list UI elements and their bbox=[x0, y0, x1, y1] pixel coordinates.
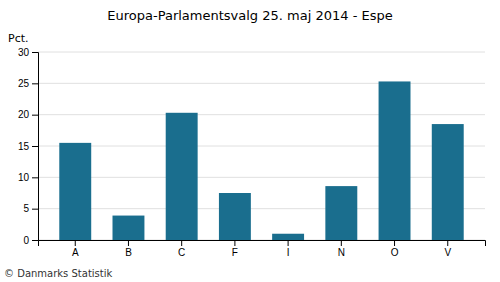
tick-label: V bbox=[444, 247, 451, 258]
tick: B bbox=[125, 240, 132, 258]
tick-mark bbox=[394, 240, 395, 246]
bar bbox=[113, 216, 145, 240]
tick: N bbox=[338, 240, 345, 258]
title: Europa-Parlamentsvalg 25. maj 2014 - Esp… bbox=[107, 8, 392, 23]
tick: 0 bbox=[23, 235, 38, 246]
bar bbox=[272, 234, 304, 240]
tick-mark bbox=[32, 115, 38, 116]
tick-label: 25 bbox=[18, 78, 30, 89]
tick: O bbox=[391, 240, 399, 258]
tick: 25 bbox=[18, 78, 38, 89]
tick: 15 bbox=[18, 141, 38, 152]
annotation: © Danmarks Statistik bbox=[4, 268, 113, 279]
bar bbox=[379, 81, 411, 240]
axis-line bbox=[32, 53, 39, 241]
tick-label: I bbox=[287, 247, 290, 258]
tick: I bbox=[287, 240, 290, 258]
tick-mark bbox=[341, 240, 342, 246]
tick: 10 bbox=[18, 172, 38, 183]
tick: 20 bbox=[18, 109, 38, 120]
grid-line bbox=[38, 177, 485, 178]
tick-mark bbox=[234, 240, 235, 246]
tick-label: F bbox=[232, 247, 238, 258]
tick-mark bbox=[32, 177, 38, 178]
chart: 0 5 10 15 20 25 30 A B C F I N O V Pct. Europa-Parlament… bbox=[0, 0, 500, 282]
tick-label: O bbox=[391, 247, 399, 258]
tick-label: 30 bbox=[18, 47, 30, 58]
tick-mark bbox=[447, 240, 448, 246]
bars bbox=[59, 81, 463, 240]
grid-line bbox=[38, 52, 485, 53]
tick-label: 5 bbox=[23, 203, 29, 214]
y-axis: 0 5 10 15 20 25 30 bbox=[18, 47, 39, 246]
tick-label: 20 bbox=[18, 109, 30, 120]
tick-mark bbox=[32, 240, 38, 241]
tick: 30 bbox=[18, 47, 38, 58]
x-axis: ABCFINOV bbox=[39, 240, 486, 258]
tick-mark bbox=[288, 240, 289, 246]
grid-line bbox=[38, 83, 485, 84]
bar bbox=[59, 143, 91, 240]
bar bbox=[325, 186, 357, 240]
grid-line bbox=[38, 114, 485, 115]
tick-mark bbox=[128, 240, 129, 246]
bar bbox=[432, 124, 464, 240]
tick-label: N bbox=[338, 247, 345, 258]
tick-label: 0 bbox=[23, 235, 29, 246]
tick-mark bbox=[32, 209, 38, 210]
grid-line bbox=[38, 146, 485, 147]
tick-label: 10 bbox=[18, 172, 30, 183]
bar bbox=[219, 193, 251, 240]
tick-mark bbox=[32, 52, 38, 53]
tick-mark bbox=[75, 240, 76, 246]
tick-mark bbox=[32, 146, 38, 147]
tick-label: B bbox=[125, 247, 132, 258]
y-label: Pct. bbox=[8, 32, 29, 45]
plot: 0 5 10 15 20 25 30 A B C F I N O V bbox=[18, 47, 486, 258]
tick: F bbox=[232, 240, 238, 258]
tick-mark bbox=[181, 240, 182, 246]
tick-label: A bbox=[72, 247, 79, 258]
tick-label: 15 bbox=[18, 141, 30, 152]
tick: V bbox=[444, 240, 451, 258]
tick: 5 bbox=[23, 203, 38, 214]
tick: C bbox=[178, 240, 185, 258]
tick-label: C bbox=[178, 247, 185, 258]
tick: A bbox=[72, 240, 79, 258]
tick-mark bbox=[32, 83, 38, 84]
bar bbox=[166, 113, 198, 240]
grid-line bbox=[38, 208, 485, 209]
grid bbox=[38, 52, 485, 240]
axis-line bbox=[39, 241, 486, 247]
